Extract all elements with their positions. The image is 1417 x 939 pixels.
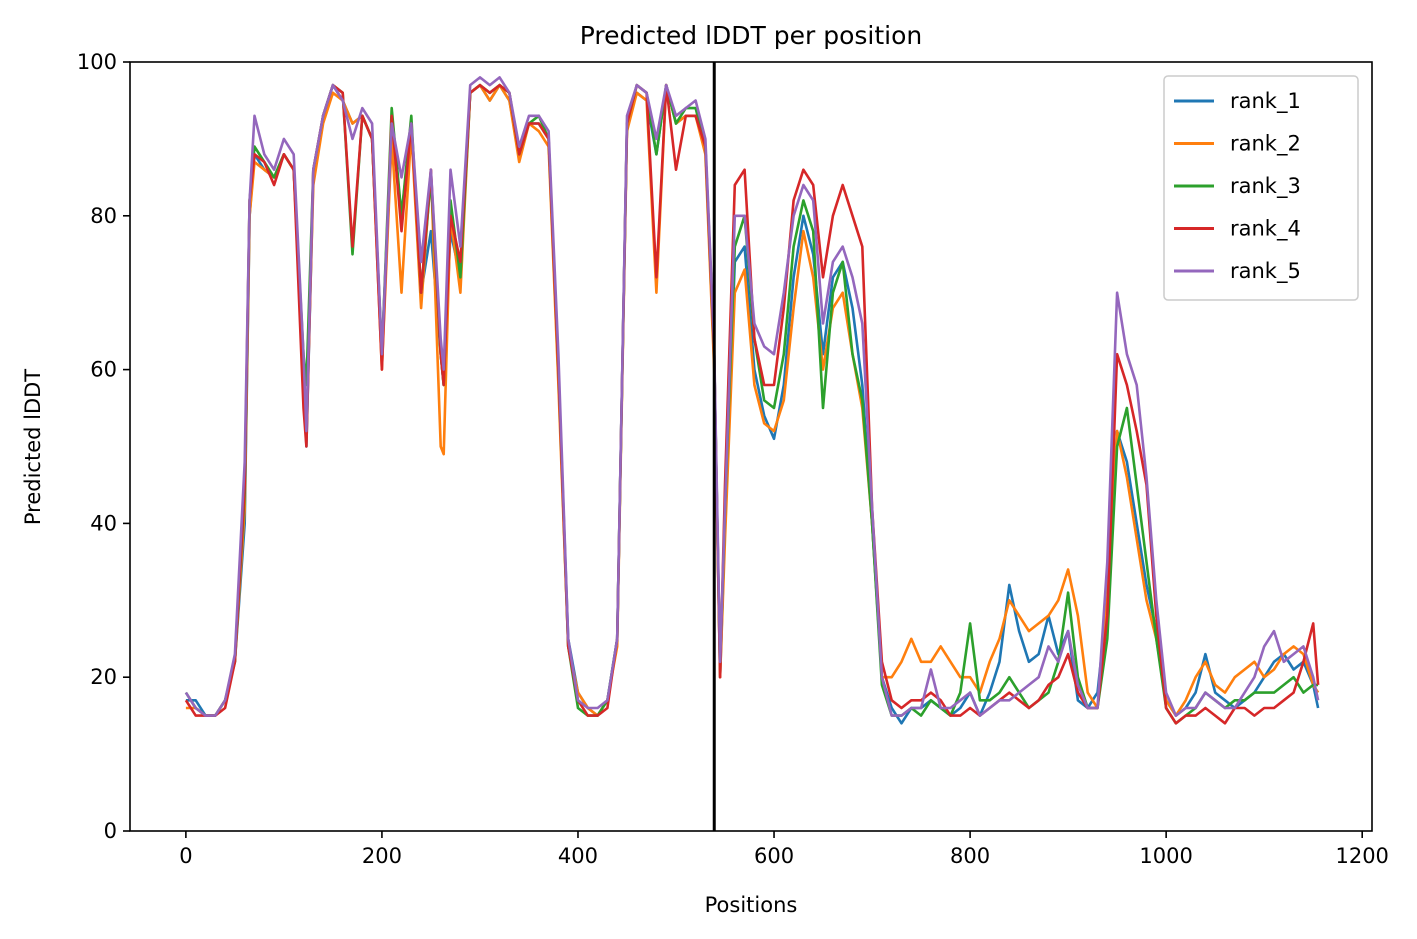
x-axis: 0 200 400 600 800 1000 1200 [179,831,1389,868]
series-line-rank_2 [185,83,1320,717]
legend-label-rank_3: rank_3 [1230,174,1301,199]
y-axis: 0 20 40 60 80 100 [77,50,130,843]
y-tick-label: 20 [90,665,117,689]
plot-frame [129,61,1373,832]
x-tick-label: 600 [754,844,794,868]
x-tick-label: 800 [950,844,990,868]
legend-label-rank_2: rank_2 [1230,132,1301,157]
x-axis-title: Positions [705,893,798,917]
y-tick-label: 0 [104,819,117,843]
series-line-rank_3 [184,83,1319,725]
y-tick-label: 100 [77,50,117,74]
y-axis-title: Predicted lDDT [21,369,45,525]
y-tick-label: 80 [90,204,117,228]
x-tick-label: 0 [179,844,192,868]
x-tick-label: 200 [362,844,402,868]
legend-label-rank_1: rank_1 [1230,89,1301,114]
y-tick-label: 60 [90,358,117,382]
legend: rank_1 rank_2 rank_3 rank_4 rank_5 [1163,75,1359,301]
series-layer [184,76,1320,725]
legend-label-rank_4: rank_4 [1230,217,1301,242]
chart-title: Predicted lDDT per position [580,21,922,50]
series-line-rank_1 [185,83,1320,725]
legend-label-rank_5: rank_5 [1230,259,1301,284]
series-line-rank_5 [184,76,1320,717]
x-tick-label: 400 [558,844,598,868]
x-tick-label: 1000 [1139,844,1192,868]
series-line-rank_4 [184,83,1320,725]
y-tick-label: 40 [90,511,117,535]
legend-box [1163,75,1359,301]
x-tick-label: 1200 [1335,844,1388,868]
